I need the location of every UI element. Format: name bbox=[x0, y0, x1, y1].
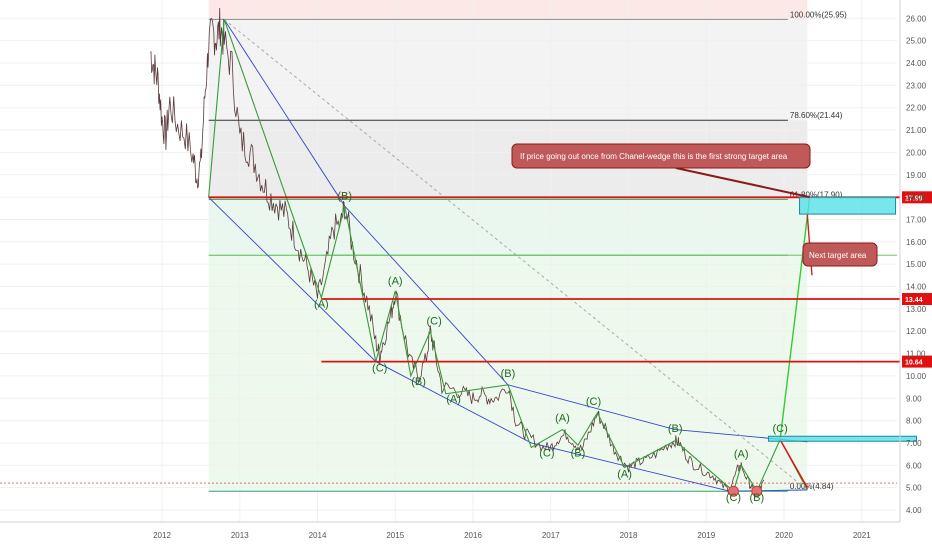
y-tick-label: 14.00 bbox=[906, 283, 927, 292]
y-tick-label: 12.00 bbox=[906, 327, 927, 336]
y-tick-label: 6.00 bbox=[906, 461, 922, 470]
zone-low bbox=[208, 255, 808, 492]
wave-label: (A) bbox=[617, 469, 632, 481]
wave-label: (A) bbox=[388, 275, 403, 287]
fib-label: 61.80%(17.90) bbox=[790, 190, 843, 199]
projection-line bbox=[779, 439, 808, 488]
zone-50 bbox=[208, 197, 808, 256]
x-tick-label: 2017 bbox=[542, 531, 560, 540]
y-tick-label: 17.00 bbox=[906, 215, 927, 224]
fib-label: 0.00%(4.84) bbox=[790, 482, 834, 491]
y-tick-label: 21.00 bbox=[906, 126, 927, 135]
y-tick-label: 16.00 bbox=[906, 238, 927, 247]
y-tick-label: 18.00 bbox=[906, 193, 927, 202]
fib-label: 100.00%(25.95) bbox=[790, 10, 847, 19]
trend-dotted-line bbox=[223, 19, 808, 491]
wave-label: (C) bbox=[426, 315, 441, 327]
y-tick-label: 7.00 bbox=[906, 439, 922, 448]
fibonacci-levels: 100.00%(25.95) 78.60%(21.44) 61.80%(17.90)… bbox=[0, 10, 897, 492]
fib-label: 78.60%(21.44) bbox=[790, 111, 843, 120]
target-zone-lower bbox=[767, 435, 917, 442]
callout-pointer bbox=[675, 167, 810, 199]
projection-line bbox=[779, 197, 811, 440]
target-zones bbox=[767, 196, 917, 442]
y-tick-label: 9.00 bbox=[906, 394, 922, 403]
callout-text: Next target area bbox=[809, 251, 867, 260]
pivot-marker bbox=[751, 485, 763, 497]
wave-label: (A) bbox=[555, 413, 570, 425]
price-tag-label: 17.99 bbox=[905, 195, 923, 202]
wave-label: (C) bbox=[372, 362, 387, 374]
wave-label: (B) bbox=[668, 423, 683, 435]
y-tick-label: 27.00 bbox=[906, 0, 927, 1]
wave-label: (B) bbox=[337, 190, 352, 202]
axes: 4.00 5.00 6.00 7.00 8.00 9.00 10.00 11.00 12.00 1… bbox=[0, 0, 927, 540]
target-zone-upper bbox=[799, 196, 897, 215]
x-tick-label: 2020 bbox=[775, 531, 793, 540]
callout-text: If price going out once from Chanel-wedg… bbox=[520, 152, 788, 161]
wave-label: (B) bbox=[411, 376, 426, 388]
zone-78 bbox=[208, 19, 808, 121]
wave-line bbox=[208, 19, 808, 493]
y-tick-label: 8.00 bbox=[906, 417, 922, 426]
y-tick-label: 5.00 bbox=[906, 484, 922, 493]
chart-background bbox=[208, 0, 808, 492]
price-tag-label: 13.44 bbox=[905, 297, 923, 304]
wave-labels: (B) (A) (A) (C) (C) (B) (A) (B) (A) (C) (C) (B) (A) (… bbox=[314, 190, 788, 504]
price-tag bbox=[902, 293, 932, 306]
price-tag-label: 10.64 bbox=[905, 360, 923, 367]
y-tick-label: 25.00 bbox=[906, 37, 927, 46]
y-tick-label: 20.00 bbox=[906, 148, 927, 157]
y-tick-label: 19.00 bbox=[906, 171, 927, 180]
wave-label: (B) bbox=[749, 492, 764, 504]
horizontal-levels: 17.99 13.44 10.64 bbox=[208, 191, 932, 368]
callout-box bbox=[511, 143, 811, 169]
price-tag bbox=[902, 191, 932, 204]
y-tick-label: 13.00 bbox=[906, 305, 927, 314]
y-tick-label: 22.00 bbox=[906, 104, 927, 113]
x-tick-label: 2018 bbox=[620, 531, 638, 540]
y-tick-label: 11.00 bbox=[906, 350, 926, 359]
annotations: If price going out once from Chanel-wedg… bbox=[511, 143, 878, 267]
wave-label: (B) bbox=[571, 447, 586, 459]
x-tick-label: 2021 bbox=[853, 531, 871, 540]
pivot-marker bbox=[727, 485, 739, 497]
x-tick-label: 2015 bbox=[386, 531, 404, 540]
callout-box bbox=[802, 242, 878, 267]
wave-label: (C) bbox=[726, 492, 741, 504]
y-tick-label: 23.00 bbox=[906, 81, 927, 90]
x-tick-label: 2014 bbox=[309, 531, 327, 540]
y-tick-label: 26.00 bbox=[906, 14, 927, 23]
price-line bbox=[150, 7, 765, 494]
y-tick-label: 15.00 bbox=[906, 260, 927, 269]
wave-label: (A) bbox=[734, 448, 749, 460]
y-tick-label: 24.00 bbox=[906, 59, 927, 68]
wave-label: (C) bbox=[772, 423, 787, 435]
x-tick-label: 2016 bbox=[464, 531, 482, 540]
x-tick-label: 2012 bbox=[153, 531, 171, 540]
y-tick-label: 10.00 bbox=[906, 372, 927, 381]
wave-label: (C) bbox=[539, 447, 554, 459]
x-tick-label: 2013 bbox=[231, 531, 249, 540]
wave-label: (C) bbox=[586, 396, 601, 408]
y-tick-label: 4.00 bbox=[906, 506, 922, 515]
zone-top bbox=[208, 0, 808, 20]
price-tag bbox=[902, 355, 932, 368]
wave-label: (A) bbox=[446, 394, 461, 406]
wave-label: (B) bbox=[501, 368, 516, 380]
price-series bbox=[150, 7, 765, 494]
x-tick-label: 2019 bbox=[697, 531, 715, 540]
wave-label: (A) bbox=[314, 299, 329, 311]
